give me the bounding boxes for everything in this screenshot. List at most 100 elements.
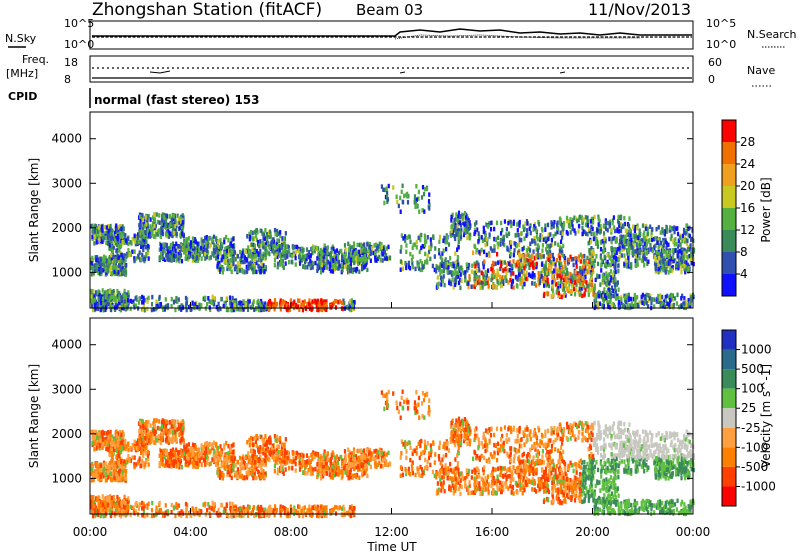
power-cell <box>687 265 690 271</box>
power-cell <box>158 294 161 300</box>
power-cell <box>455 232 458 237</box>
power-cell <box>347 247 350 252</box>
power-cell <box>485 273 489 278</box>
power-cell <box>507 280 510 285</box>
power-cell <box>308 298 311 303</box>
power-cell <box>683 301 686 306</box>
power-cell <box>521 279 524 284</box>
power-cell <box>232 256 235 262</box>
power-cell <box>414 266 417 272</box>
power-cell <box>633 236 637 242</box>
velocity-cell <box>103 496 107 501</box>
power-cell <box>351 303 354 308</box>
power-cell <box>99 268 102 273</box>
power-cell <box>476 227 479 232</box>
power-cell <box>119 255 122 261</box>
power-cell <box>270 301 273 307</box>
power-cell <box>452 285 455 290</box>
power-cell <box>484 270 487 275</box>
power-cell <box>459 214 462 220</box>
power-cell <box>127 248 130 253</box>
power-cell <box>503 260 507 265</box>
power-cell <box>186 241 190 247</box>
power-cell <box>191 301 194 306</box>
power-cell <box>101 301 104 306</box>
power-cell <box>608 281 611 286</box>
power-cell <box>258 301 262 306</box>
power-cell <box>349 307 353 313</box>
power-cell <box>423 259 427 265</box>
power-cell <box>674 258 677 263</box>
power-cell <box>555 281 558 287</box>
power-cell <box>523 281 526 287</box>
power-cell <box>119 234 122 240</box>
power-cell <box>118 301 121 307</box>
power-cell <box>485 236 488 242</box>
power-cell <box>479 285 482 291</box>
power-cell <box>180 218 183 224</box>
power-cell <box>593 263 596 269</box>
power-cell <box>608 236 611 242</box>
power-cell <box>421 244 424 249</box>
power-cell <box>320 262 324 267</box>
nave-tick-top: 60 <box>708 56 722 69</box>
power-cell <box>583 279 586 284</box>
power-cell <box>231 295 234 301</box>
power-cell <box>375 258 378 263</box>
nsky-tick-bottom: 10^0 <box>64 38 94 51</box>
power-cell <box>428 202 431 208</box>
power-cell <box>232 261 235 267</box>
power-cell <box>333 259 336 264</box>
power-cell <box>258 243 261 249</box>
power-cell <box>444 265 448 270</box>
power-cell <box>535 234 539 239</box>
power-cell <box>480 270 483 276</box>
power-cell <box>482 225 485 231</box>
power-cell <box>347 241 350 247</box>
power-cell <box>547 283 551 289</box>
power-cell <box>275 251 278 256</box>
power-cell <box>595 231 598 236</box>
power-cell <box>509 244 512 250</box>
power-cell <box>286 249 289 255</box>
power-cell <box>457 266 461 271</box>
power-cell <box>108 245 111 251</box>
power-cell <box>98 302 101 308</box>
power-cell <box>124 299 127 304</box>
power-cell <box>628 245 631 251</box>
power-cell <box>437 248 441 253</box>
power-cell <box>568 279 571 285</box>
velocity-cell <box>104 467 107 472</box>
power-cell <box>400 244 403 250</box>
power-cell <box>591 226 594 232</box>
power-cell <box>481 283 484 289</box>
power-cell <box>197 247 201 252</box>
power-cell <box>614 261 617 267</box>
power-cell <box>545 270 548 276</box>
power-cell <box>442 274 445 279</box>
power-cell <box>164 218 168 223</box>
power-cell <box>687 232 690 238</box>
power-cell <box>255 227 259 233</box>
power-cell <box>687 246 690 252</box>
power-cell <box>420 261 424 266</box>
power-cell <box>176 221 179 226</box>
power-cell <box>488 232 491 237</box>
power-cell <box>518 254 521 259</box>
power-cell <box>321 251 324 257</box>
power-cell <box>620 240 624 245</box>
power-cell <box>95 255 98 260</box>
power-cell <box>670 233 673 239</box>
power-cell <box>654 269 657 274</box>
power-cell <box>564 266 567 271</box>
power-cell <box>164 213 167 218</box>
power-cell <box>141 294 144 300</box>
power-cell <box>650 233 653 238</box>
power-cell <box>503 219 507 224</box>
power-cell <box>632 251 635 257</box>
power-cell <box>374 251 377 256</box>
power-cell <box>550 220 553 225</box>
power-cell <box>595 254 598 259</box>
power-cell <box>486 280 489 285</box>
power-cell <box>628 216 631 221</box>
